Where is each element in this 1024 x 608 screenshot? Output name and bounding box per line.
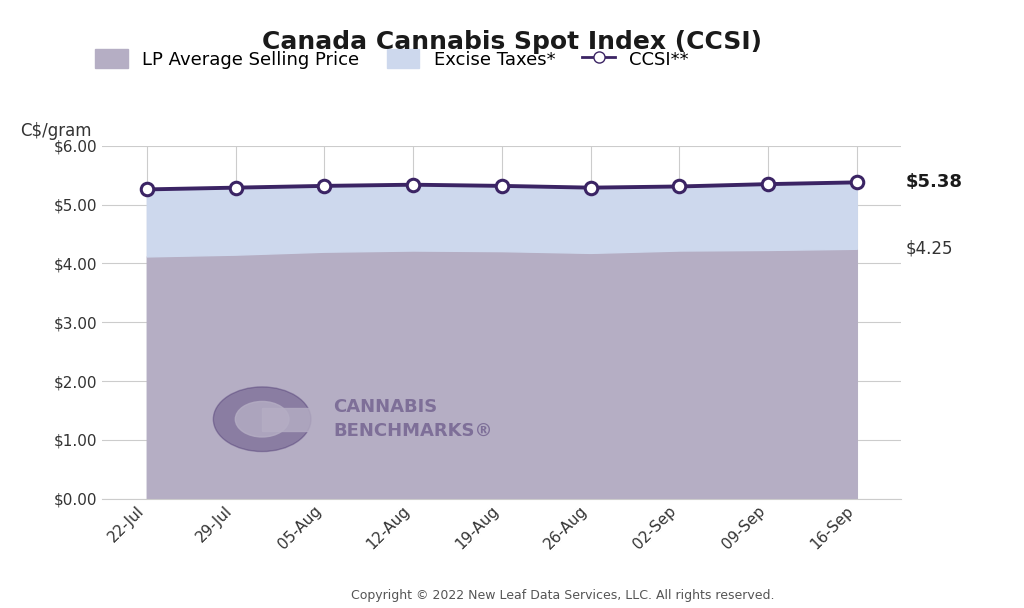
Legend: LP Average Selling Price, Excise Taxes*, CCSI**: LP Average Selling Price, Excise Taxes*,… <box>95 49 689 69</box>
Bar <box>262 408 321 430</box>
Circle shape <box>213 387 311 452</box>
Circle shape <box>236 401 289 437</box>
Text: $5.38: $5.38 <box>905 173 963 192</box>
Text: CANNABIS
BENCHMARKS®: CANNABIS BENCHMARKS® <box>333 398 493 440</box>
Text: $4.25: $4.25 <box>905 240 953 258</box>
Text: C$/gram: C$/gram <box>20 122 92 140</box>
Text: Canada Cannabis Spot Index (CCSI): Canada Cannabis Spot Index (CCSI) <box>262 30 762 54</box>
Text: Copyright © 2022 New Leaf Data Services, LLC. All rights reserved.: Copyright © 2022 New Leaf Data Services,… <box>351 589 775 602</box>
